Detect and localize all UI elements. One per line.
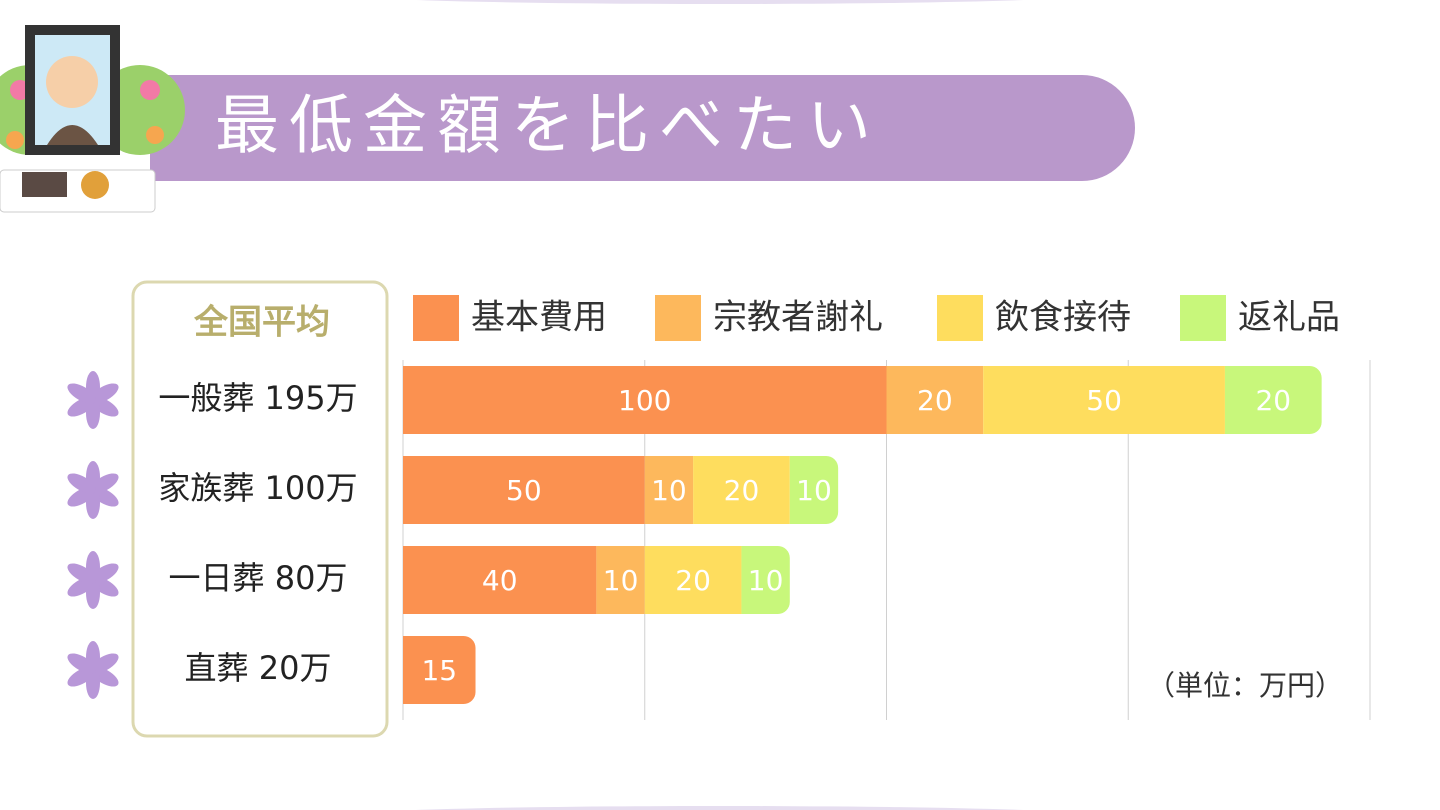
value-label: 100 [618,384,671,417]
lily-petal [67,473,97,494]
legend-label: 基本費用 [471,298,607,338]
value-label: 10 [748,564,784,597]
legend-label: 飲食接待 [995,298,1131,338]
lily-icon [67,641,119,699]
bar-segment [741,546,790,614]
value-label: 20 [724,474,760,507]
y-tick-label: 直葬 20万 [185,649,332,687]
legend-swatch [1180,295,1226,341]
bar-segment [596,546,645,614]
value-label: 20 [1255,384,1291,417]
top-decor [416,0,1024,4]
bar-segment [403,456,645,524]
value-label: 20 [675,564,711,597]
value-label: 10 [603,564,639,597]
value-label: 40 [482,564,518,597]
bar-segment [403,366,887,434]
value-label: 20 [917,384,953,417]
legend-swatch [413,295,459,341]
value-label: 10 [651,474,687,507]
y-tick-label: 一日葬 80万 [169,559,348,597]
value-label: 50 [506,474,542,507]
bar-segment [403,636,476,704]
bar-segment [983,366,1225,434]
legend-swatch [655,295,701,341]
group-label: 全国平均 [193,303,330,343]
legend-swatch [937,295,983,341]
lily-petal [67,383,97,404]
lily-icon [67,551,119,609]
chart-title: 最低金額を比べたい [215,90,881,164]
group-box [131,280,389,738]
illustration [0,25,185,213]
title-band [150,75,1135,181]
bar-segment [693,456,790,524]
lily-petal [67,653,97,674]
y-tick-label: 家族葬 100万 [158,469,357,507]
y-tick-label: 一般葬 195万 [158,379,357,417]
lily-icon [67,371,119,429]
legend-label: 宗教者謝礼 [713,298,883,338]
bar-segment [403,546,597,614]
lily-petal [67,563,97,584]
bar-segment [1224,366,1322,434]
value-label: 10 [796,474,832,507]
bar-segment [789,456,839,524]
bar-segment [644,456,694,524]
bar-segment [886,366,984,434]
value-label: 50 [1086,384,1122,417]
value-label: 15 [421,654,457,687]
legend-label: 返礼品 [1238,298,1340,338]
lily-icon [67,461,119,519]
unit-note: （単位：万円） [1147,669,1343,702]
bar-segment [644,546,742,614]
bottom-decor [416,806,1024,810]
